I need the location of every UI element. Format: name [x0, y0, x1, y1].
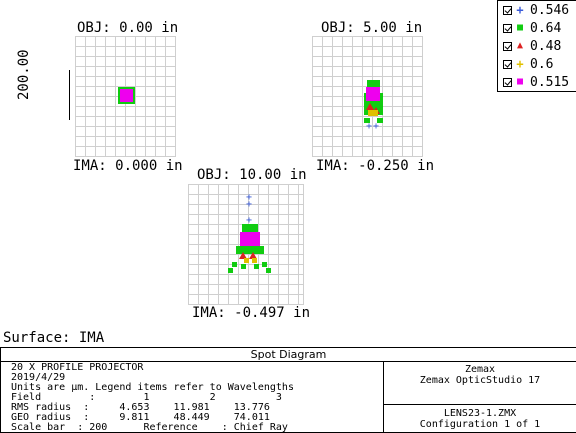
plot3-spot-green-l4: [266, 268, 271, 273]
configuration: Configuration 1 of 1: [419, 419, 541, 430]
plot3-spot-green-l5: [241, 264, 246, 269]
info-panel: Spot Diagram 20 X PROFILE PROJECTOR 2019…: [0, 347, 576, 433]
product-name: Zemax OpticStudio 17: [419, 375, 541, 386]
checkbox-icon[interactable]: [503, 77, 512, 87]
checkbox-icon[interactable]: [503, 59, 512, 69]
legend-item-4[interactable]: + 0.6: [498, 55, 576, 73]
plot3-spot-blue-1: +: [246, 192, 252, 203]
cross-icon: +: [516, 57, 524, 71]
plot2-spot-blue-1: +: [366, 121, 372, 132]
checkbox-icon[interactable]: [503, 5, 512, 15]
panel-line-2: 2019/4/29: [11, 372, 66, 383]
file-name: LENS23-1.ZMX: [443, 408, 517, 419]
plus-icon: +: [516, 3, 524, 17]
panel-line-7: Scale bar : 200 Reference : Chief Ray: [11, 422, 288, 433]
panel-line-3: Units are µm. Legend items refer to Wave…: [11, 382, 294, 393]
plot2-spot-blue-2: +: [373, 121, 379, 132]
plot1-scale-bar: [69, 70, 70, 120]
square-icon: ■: [516, 76, 524, 87]
plot1-spot-magenta: [120, 89, 133, 102]
plot3-spot-yellow-2: [252, 258, 257, 263]
plot3-spot-green-top: [242, 224, 258, 234]
legend-item-3[interactable]: ▲ 0.48: [498, 37, 576, 55]
checkbox-icon[interactable]: [503, 23, 512, 33]
panel-title: Spot Diagram: [1, 348, 576, 362]
legend-item-5[interactable]: ■ 0.515: [498, 73, 576, 91]
wavelength-legend: + 0.546 ■ 0.64 ▲ 0.48 + 0.6 ■ 0.515: [497, 0, 576, 92]
plot1-obj-label: OBJ: 0.00 in: [77, 20, 179, 36]
plot3-ima-label: IMA: -0.497 in: [192, 305, 311, 321]
panel-divider-horizontal: [384, 404, 576, 405]
plot2-spot-green-low2: [377, 118, 383, 123]
plot3-spot-green-l1: [232, 262, 237, 267]
plot2-obj-label: OBJ: 5.00 in: [321, 20, 423, 36]
panel-line-6: GEO radius : 9.811 48.449 74.011: [11, 412, 270, 423]
plot3-obj-label: OBJ: 10.00 in: [197, 167, 307, 183]
plot2-spot-red-1: [366, 103, 374, 110]
plot3-spot-red-2: [249, 252, 257, 259]
legend-label: 0.546: [530, 2, 570, 18]
plot3-spot-blue-3: +: [246, 215, 252, 226]
plot3-spot-red-1: [239, 252, 247, 259]
surface-label: Surface: IMA: [3, 330, 105, 346]
plot2-spot-yellow: [368, 110, 378, 116]
plot3-spot-green-l2: [262, 262, 267, 267]
plot2-spot-magenta: [366, 87, 380, 101]
legend-label: 0.515: [530, 74, 570, 90]
plot3-spot-green-l6: [254, 264, 259, 269]
plot2-ima-label: IMA: -0.250 in: [316, 158, 435, 174]
legend-item-2[interactable]: ■ 0.64: [498, 19, 576, 37]
square-icon: ■: [516, 22, 524, 33]
triangle-icon: ▲: [516, 40, 524, 51]
plot3-spot-green-l3: [228, 268, 233, 273]
legend-label: 0.64: [530, 20, 562, 36]
plot3-spot-yellow-1: [244, 258, 249, 263]
plot3-spot-magenta: [240, 232, 260, 248]
panel-line-1: 20 X PROFILE PROJECTOR: [11, 362, 144, 373]
plot3-spot-green-mid: [236, 246, 264, 254]
plot2-spot-green-low: [364, 118, 370, 123]
company-name: Zemax: [464, 364, 496, 375]
plot3-spot-blue-2: +: [246, 199, 252, 210]
legend-label: 0.48: [530, 38, 562, 54]
checkbox-icon[interactable]: [503, 41, 512, 51]
panel-line-5: RMS radius : 4.653 11.981 13.776: [11, 402, 270, 413]
panel-line-4: Field : 1 2 3: [11, 392, 282, 403]
legend-item-1[interactable]: + 0.546: [498, 1, 576, 19]
plot1-ima-label: IMA: 0.000 in: [73, 158, 183, 174]
legend-label: 0.6: [530, 56, 554, 72]
panel-divider-vertical: [383, 362, 384, 432]
